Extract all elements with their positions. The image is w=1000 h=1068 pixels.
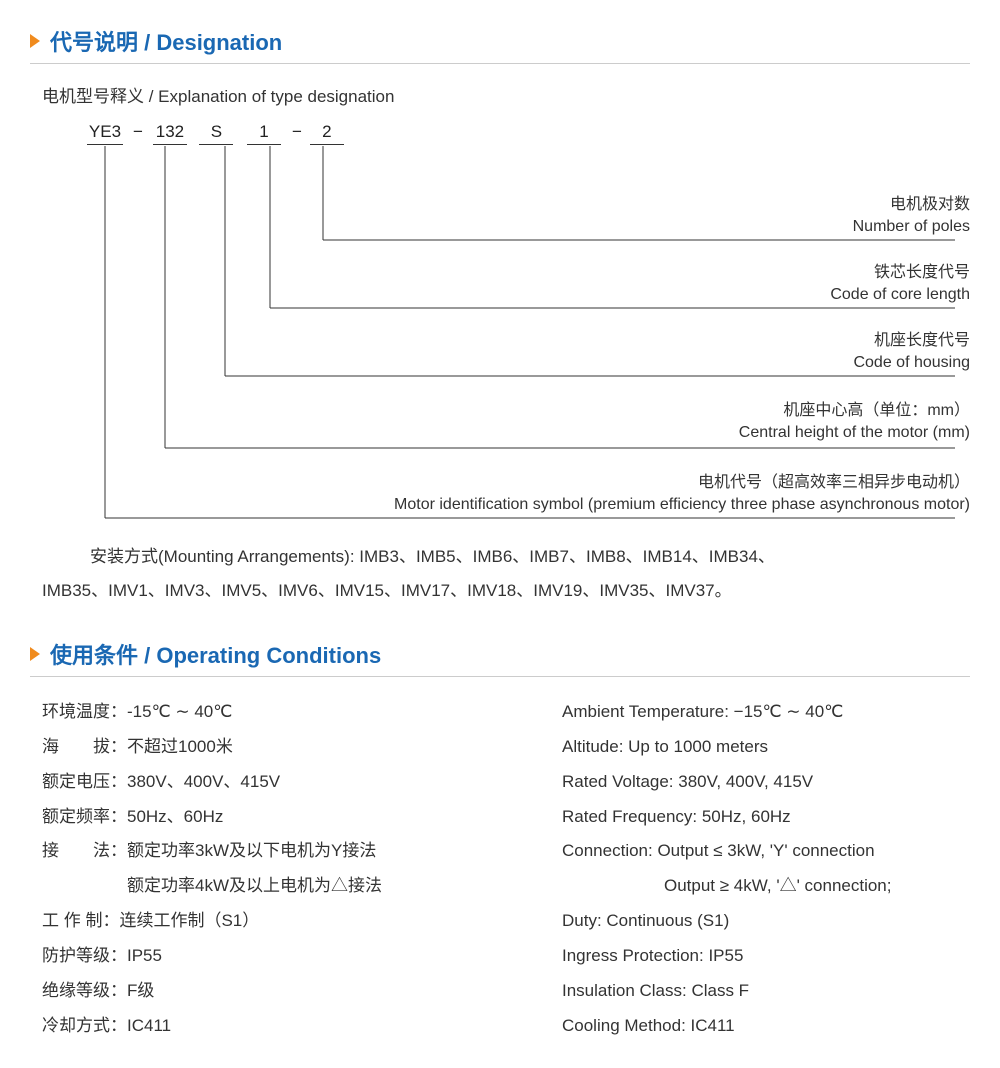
condition-row-cn: 工 作 制：连续工作制（S1）	[42, 904, 562, 939]
designation-diagram: YE3 − 132 S 1 − 2 电机极对数 Number of poles …	[85, 122, 970, 532]
triangle-icon	[30, 34, 40, 48]
condition-row-cn: 接 法：额定功率3kW及以下电机为Y接法	[42, 834, 562, 869]
condition-row-cn: 额定频率：50Hz、60Hz	[42, 800, 562, 835]
condition-row-cn: 额定功率4kW及以上电机为△接法	[42, 869, 562, 904]
triangle-icon	[30, 647, 40, 661]
subheading-designation: 电机型号释义 / Explanation of type designation	[42, 82, 970, 107]
condition-row-en: Connection: Output ≤ 3kW, 'Y' connection	[562, 834, 970, 869]
condition-row-en: Output ≥ 4kW, '△' connection;	[562, 869, 970, 904]
condition-row-en: Ambient Temperature: −15℃ ∼ 40℃	[562, 695, 970, 730]
condition-row-en: Insulation Class: Class F	[562, 974, 970, 1009]
condition-row-cn: 防护等级：IP55	[42, 939, 562, 974]
condition-row-en: Rated Frequency: 50Hz, 60Hz	[562, 800, 970, 835]
condition-row-en: Altitude: Up to 1000 meters	[562, 730, 970, 765]
condition-row-en: Duty: Continuous (S1)	[562, 904, 970, 939]
code-dash-2: −	[284, 122, 310, 145]
condition-row-en: Cooling Method: IC411	[562, 1009, 970, 1044]
condition-row-en: Ingress Protection: IP55	[562, 939, 970, 974]
conditions-cn-column: 环境温度：-15℃ ∼ 40℃海 拔：不超过1000米额定电压：380V、400…	[42, 695, 562, 1043]
label-5: 电机代号（超高效率三相异步电动机） Motor identification s…	[250, 472, 970, 515]
conditions-en-column: Ambient Temperature: −15℃ ∼ 40℃Altitude:…	[562, 695, 970, 1043]
code-dash-1: −	[125, 122, 151, 145]
condition-row-cn: 环境温度：-15℃ ∼ 40℃	[42, 695, 562, 730]
condition-row-en: Rated Voltage: 380V, 400V, 415V	[562, 765, 970, 800]
condition-row-cn: 海 拔：不超过1000米	[42, 730, 562, 765]
code-p5: 2	[310, 122, 344, 145]
section-title-1: 代号说明 / Designation	[50, 25, 282, 57]
operating-conditions: 环境温度：-15℃ ∼ 40℃海 拔：不超过1000米额定电压：380V、400…	[42, 695, 970, 1043]
mounting-arrangements: 安装方式(Mounting Arrangements): IMB3、IMB5、I…	[42, 540, 958, 608]
condition-row-cn: 绝缘等级：F级	[42, 974, 562, 1009]
section-header-designation: 代号说明 / Designation	[30, 25, 970, 64]
code-p3: S	[199, 122, 233, 145]
label-3: 机座长度代号 Code of housing	[250, 330, 970, 373]
condition-row-cn: 冷却方式：IC411	[42, 1009, 562, 1044]
label-4: 机座中心高（单位：mm） Central height of the motor…	[250, 400, 970, 443]
condition-row-cn: 额定电压：380V、400V、415V	[42, 765, 562, 800]
code-p1: YE3	[87, 122, 123, 145]
section-title-2: 使用条件 / Operating Conditions	[50, 638, 381, 670]
code-p2: 132	[153, 122, 187, 145]
code-parts: YE3 − 132 S 1 − 2	[85, 122, 340, 145]
label-2: 铁芯长度代号 Code of core length	[250, 262, 970, 305]
code-p4: 1	[247, 122, 281, 145]
section-header-operating: 使用条件 / Operating Conditions	[30, 638, 970, 677]
label-1: 电机极对数 Number of poles	[250, 194, 970, 237]
